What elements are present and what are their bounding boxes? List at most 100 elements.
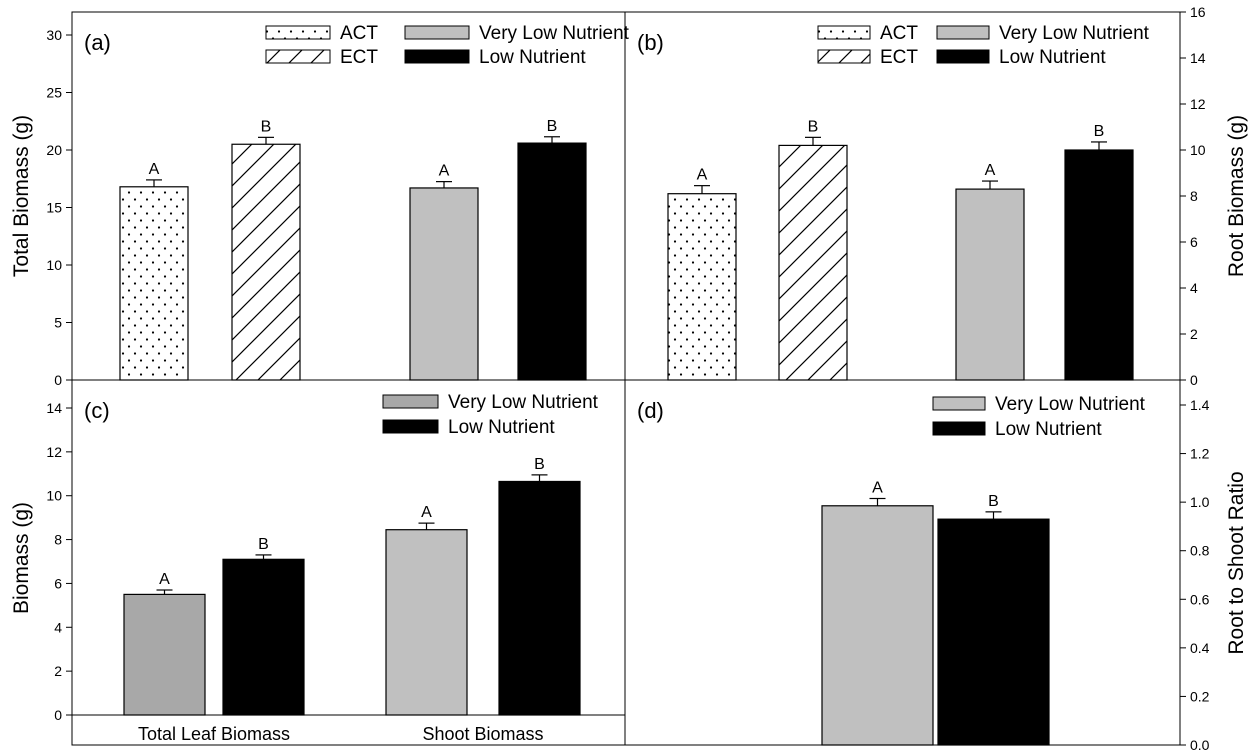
legend-swatch: [382, 419, 439, 434]
legend-swatch: [265, 25, 331, 40]
y-tick-label: 10: [46, 257, 62, 273]
y-tick-label: 0: [1190, 372, 1198, 388]
y-tick-label: 25: [46, 85, 62, 101]
significance-letter: B: [1094, 123, 1105, 140]
legend-label: Very Low Nutrient: [995, 394, 1146, 415]
y-tick-label: 30: [46, 27, 62, 43]
y-axis-label: Biomass (g): [10, 502, 33, 614]
significance-letter: A: [159, 571, 170, 588]
bar: [955, 188, 1025, 381]
legend-label: ECT: [340, 47, 378, 68]
y-tick-label: 6: [54, 575, 62, 591]
y-tick-label: 0.6: [1190, 591, 1210, 607]
legend-swatch: [932, 421, 986, 436]
significance-letter: A: [872, 480, 883, 497]
significance-letter: A: [697, 167, 708, 184]
significance-letter: B: [534, 456, 545, 473]
y-tick-label: 1.4: [1190, 397, 1210, 413]
legend: ACT ECT Very Low Nutrient Low Nutrient: [265, 23, 630, 68]
y-axis-label: Root Biomass (g): [1225, 115, 1248, 277]
bar: [222, 558, 305, 716]
significance-letter: B: [261, 118, 272, 135]
panel-label: (c): [84, 398, 110, 423]
y-tick-label: 12: [1190, 96, 1206, 112]
legend: Very Low Nutrient Low Nutrient: [382, 392, 599, 438]
significance-letter: A: [985, 162, 996, 179]
y-tick-label: 1.0: [1190, 494, 1210, 510]
legend-label: ECT: [880, 47, 918, 68]
bar: [498, 480, 581, 716]
bar: [1064, 149, 1134, 381]
legend: ACT ECT Very Low Nutrient Low Nutrient: [817, 23, 1150, 68]
panel-c: 0 2 4 6 8 10 12 14 Biomass (g) (c) A B A B Total Leaf …: [10, 379, 626, 746]
y-tick-label: 6: [1190, 234, 1198, 250]
category-label: Shoot Biomass: [422, 724, 543, 744]
y-tick-label: 10: [46, 488, 62, 504]
legend-swatch: [936, 25, 990, 40]
y-tick-label: 14: [46, 400, 62, 416]
bar: [517, 142, 587, 381]
y-tick-label: 2: [54, 663, 62, 679]
significance-letter: A: [439, 163, 450, 180]
y-tick-label: 4: [1190, 280, 1198, 296]
bar: [778, 144, 848, 381]
bar: [937, 518, 1050, 746]
legend-swatch: [936, 49, 990, 64]
legend-label: Low Nutrient: [479, 47, 586, 68]
legend-swatch: [265, 49, 331, 64]
y-tick-label: 16: [1190, 4, 1206, 20]
legend: Very Low Nutrient Low Nutrient: [932, 394, 1146, 440]
bar: [667, 193, 737, 381]
bar: [821, 505, 934, 746]
legend-label: ACT: [880, 23, 918, 44]
y-tick-label: 20: [46, 142, 62, 158]
legend-swatch: [404, 25, 470, 40]
y-tick-label: 12: [46, 444, 62, 460]
y-tick-label: 0.0: [1190, 737, 1210, 753]
y-tick-label: 14: [1190, 50, 1206, 66]
y-tick-label: 0: [54, 707, 62, 723]
y-tick-label: 8: [54, 532, 62, 548]
legend-label: ACT: [340, 23, 378, 44]
significance-letter: A: [421, 504, 432, 521]
y-tick-label: 4: [54, 619, 62, 635]
legend-swatch: [404, 49, 470, 64]
panel-b: 0 2 4 6 8 10 12 14 16 Root Biomass (g) (b) A B A B ACT E…: [624, 4, 1248, 388]
legend-swatch: [382, 394, 439, 409]
y-tick-label: 15: [46, 200, 62, 216]
y-axis-label: Total Biomass (g): [10, 115, 33, 277]
panel-label: (a): [84, 30, 111, 55]
significance-letter: B: [808, 118, 819, 135]
panel-label: (d): [637, 398, 664, 423]
significance-letter: B: [988, 493, 999, 510]
panel-d: 0.0 0.2 0.4 0.6 0.8 1.0 1.2 1.4 Root to Shoot Ra…: [624, 379, 1248, 753]
y-tick-label: 10: [1190, 142, 1206, 158]
significance-letter: B: [547, 118, 558, 135]
y-tick-label: 0.4: [1190, 640, 1210, 656]
legend-label: Very Low Nutrient: [999, 23, 1150, 44]
y-tick-label: 2: [1190, 326, 1198, 342]
bar: [385, 529, 468, 716]
legend-label: Very Low Nutrient: [448, 392, 599, 413]
y-tick-label: 8: [1190, 188, 1198, 204]
bar: [119, 186, 189, 381]
legend-label: Very Low Nutrient: [479, 23, 630, 44]
bar: [123, 593, 206, 716]
legend-swatch: [817, 49, 871, 64]
y-tick-label: 0.8: [1190, 543, 1210, 559]
significance-letter: B: [258, 536, 269, 553]
category-label: Total Leaf Biomass: [138, 724, 290, 744]
legend-label: Low Nutrient: [448, 417, 555, 438]
bar: [409, 187, 479, 381]
panel-a: 0 5 10 15 20 25 30 Total Biomass (g) (a) A B A B ACT E…: [10, 11, 630, 388]
y-tick-label: 0: [54, 372, 62, 388]
legend-label: Low Nutrient: [995, 419, 1102, 440]
panel-label: (b): [637, 30, 664, 55]
y-tick-label: 0.2: [1190, 688, 1210, 704]
legend-label: Low Nutrient: [999, 47, 1106, 68]
y-tick-label: 5: [54, 315, 62, 331]
y-tick-label: 1.2: [1190, 446, 1210, 462]
legend-swatch: [932, 396, 986, 411]
bar: [231, 143, 301, 381]
